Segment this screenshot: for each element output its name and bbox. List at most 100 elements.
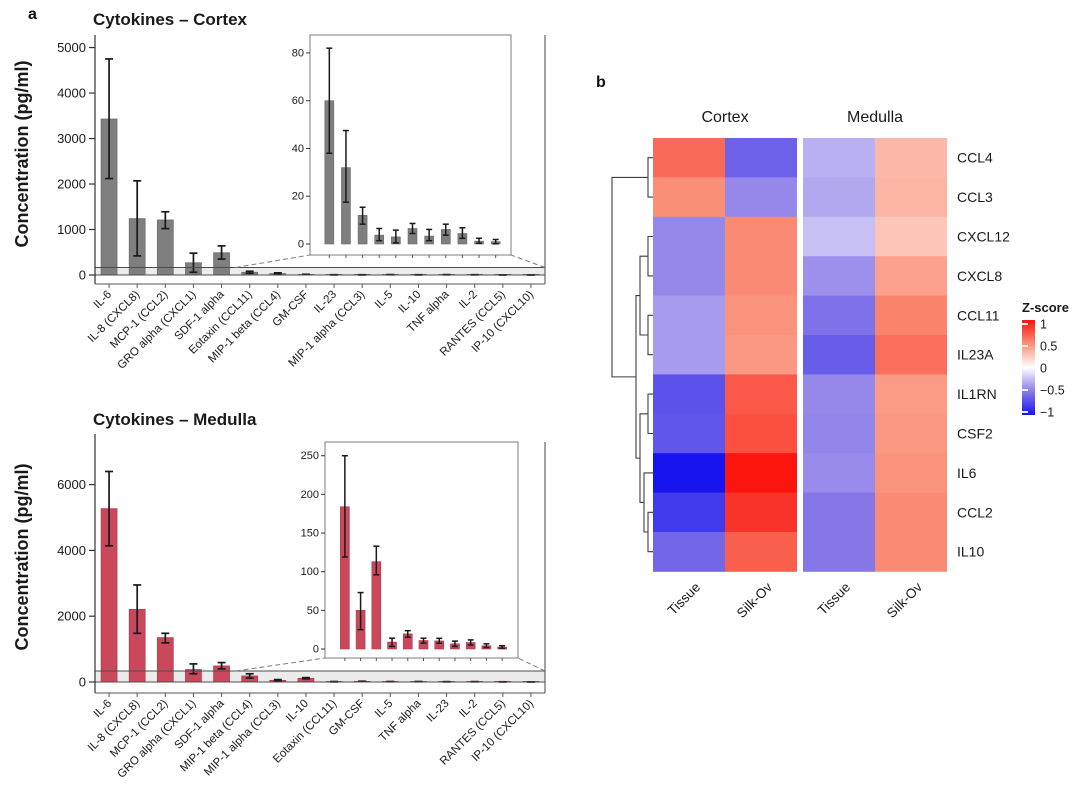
row-label: CCL2 bbox=[957, 504, 993, 520]
x-category-label: IL-2 bbox=[457, 289, 480, 312]
legend-tick-label: 0.5 bbox=[1040, 340, 1057, 354]
row-label: IL6 bbox=[957, 465, 977, 481]
heatmap-cell bbox=[653, 492, 725, 533]
y-tick-label: 0 bbox=[79, 268, 86, 283]
row-label: CCL3 bbox=[957, 189, 993, 205]
heatmap-cell bbox=[725, 177, 797, 218]
x-axis: IL-6IL-8 (CXCL8)MCP-1 (CCL2)GRO alpha (C… bbox=[86, 284, 536, 372]
legend-tick-label: 0 bbox=[1040, 362, 1047, 376]
dendrogram bbox=[611, 157, 653, 553]
heatmap-cell bbox=[803, 335, 875, 375]
x-category-label: IL-6 bbox=[92, 289, 115, 312]
row-label: CXCL8 bbox=[957, 268, 1002, 284]
row-label: CXCL12 bbox=[957, 229, 1010, 245]
zoom-band-borders bbox=[95, 267, 545, 276]
heatmap-cell bbox=[653, 532, 725, 572]
inset-error-bar bbox=[326, 47, 333, 154]
error-bar bbox=[133, 179, 142, 257]
inset-y-tick-label: 0 bbox=[298, 239, 304, 251]
heatmap-cell bbox=[725, 335, 797, 375]
axes: 0 1000 2000 3000 4000 5000 bbox=[57, 35, 546, 285]
heatmap-cell bbox=[725, 453, 797, 493]
heatmap-cell bbox=[803, 138, 875, 178]
error-bar bbox=[217, 661, 226, 670]
heatmap-cell bbox=[725, 216, 797, 257]
heatmap-cell bbox=[875, 492, 947, 533]
inset-error-bar bbox=[436, 637, 443, 644]
y-tick-label: 5000 bbox=[57, 40, 86, 55]
zscore-legend: Z-score 1 0.5 0 −0.5 −1 bbox=[1022, 300, 1069, 420]
inset-error-bar bbox=[492, 238, 499, 245]
heatmap-cell bbox=[725, 492, 797, 533]
error-bar bbox=[133, 584, 142, 635]
heatmap-cells bbox=[653, 138, 947, 572]
inset-error-bar bbox=[499, 645, 506, 650]
panel-b-label: b bbox=[596, 74, 606, 91]
inset-error-bar bbox=[342, 129, 349, 203]
zoom-band bbox=[95, 267, 545, 275]
inset-y-tick-label: 200 bbox=[301, 489, 319, 501]
inset-error-bar bbox=[459, 227, 466, 240]
column-label: Silk-Ov bbox=[734, 579, 776, 621]
heatmap-cell bbox=[803, 374, 875, 415]
heatmap-cell bbox=[653, 138, 725, 178]
y-tick-label: 3000 bbox=[57, 131, 86, 146]
heatmap-cell bbox=[875, 453, 947, 493]
error-bar bbox=[161, 210, 170, 230]
inset-y-tick-label: 80 bbox=[292, 47, 304, 59]
inset-y-tick-label: 60 bbox=[292, 95, 304, 107]
heatmap-cell bbox=[875, 413, 947, 454]
chart-title: Cytokines – Cortex bbox=[93, 10, 248, 29]
heatmap-cell bbox=[653, 295, 725, 336]
column-label: Silk-Ov bbox=[884, 579, 926, 621]
y-tick-label: 4000 bbox=[57, 543, 86, 558]
inset-error-bar bbox=[404, 629, 411, 638]
panel-a-label: a bbox=[28, 6, 37, 23]
inset-error-bar bbox=[409, 222, 416, 235]
heatmap-cell bbox=[875, 532, 947, 572]
inset-y-tick-label: 40 bbox=[292, 143, 304, 155]
heatmap-cell bbox=[803, 492, 875, 533]
row-label: CSF2 bbox=[957, 426, 993, 442]
heatmap-cell bbox=[875, 335, 947, 375]
heatmap-cell bbox=[653, 374, 725, 415]
cortex-bar-chart: 0 1000 2000 3000 4000 5000 IL-6IL-8 (CXCL8)MCP… bbox=[12, 10, 546, 372]
inset-y-tick-label: 150 bbox=[301, 528, 319, 540]
legend-tick-label: −1 bbox=[1040, 406, 1054, 420]
heatmap-cell bbox=[653, 177, 725, 218]
heatmap-cell bbox=[653, 216, 725, 257]
x-category-label: IL-5 bbox=[373, 698, 396, 721]
heatmap-cell bbox=[725, 413, 797, 454]
y-tick-label: 0 bbox=[79, 675, 86, 690]
error-bar bbox=[245, 672, 254, 679]
heatmap-cell bbox=[803, 453, 875, 493]
inset-error-bar bbox=[426, 228, 433, 242]
cytokine-heatmap: Cortex Medulla CCL4 CCL3 CXCL12 CXCL8 CCL11 IL2… bbox=[611, 109, 1069, 621]
row-label: IL1RN bbox=[957, 386, 997, 402]
inset-error-bar bbox=[392, 229, 399, 244]
y-tick-label: 6000 bbox=[57, 477, 86, 492]
zoom-band-borders bbox=[95, 670, 545, 683]
heatmap-cell bbox=[803, 295, 875, 336]
error-bar bbox=[273, 678, 282, 683]
heatmap-cell bbox=[725, 532, 797, 572]
inset-y-tick-label: 100 bbox=[301, 566, 319, 578]
inset-error-bar bbox=[451, 640, 458, 648]
heatmap-cell bbox=[803, 532, 875, 572]
inset-y-tick-label: 0 bbox=[313, 644, 319, 656]
x-category-label: IL-23 bbox=[425, 698, 452, 725]
heatmap-cell bbox=[875, 374, 947, 415]
heatmap-cell bbox=[653, 335, 725, 375]
inset-error-bar bbox=[389, 637, 396, 648]
y-axis-label: Concentration (pg/ml) bbox=[12, 464, 32, 651]
error-bar bbox=[245, 270, 254, 275]
heatmap-cell bbox=[725, 256, 797, 296]
inset-error-bar bbox=[373, 545, 380, 576]
error-bar bbox=[273, 271, 282, 276]
error-bar bbox=[217, 245, 226, 260]
zoom-band bbox=[95, 671, 545, 682]
y-tick-label: 4000 bbox=[57, 86, 86, 101]
column-label: Tissue bbox=[665, 580, 703, 618]
inset-error-bar bbox=[442, 223, 449, 236]
